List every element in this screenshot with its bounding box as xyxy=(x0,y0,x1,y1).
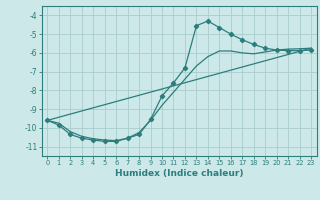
X-axis label: Humidex (Indice chaleur): Humidex (Indice chaleur) xyxy=(115,169,244,178)
